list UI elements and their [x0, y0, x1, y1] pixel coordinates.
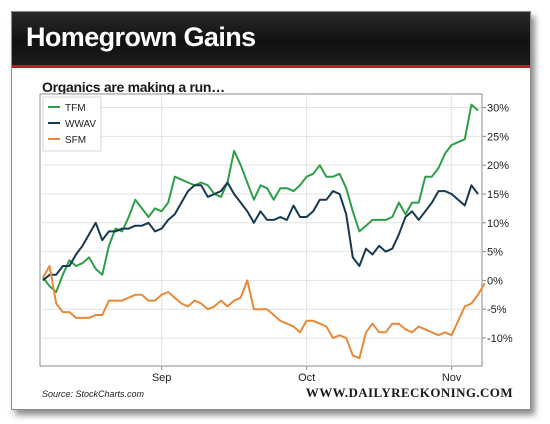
source-note: Source: StockCharts.com — [42, 389, 145, 399]
series-lines — [42, 103, 486, 360]
y-tick-label: 20% — [487, 160, 509, 172]
legend: TFM WWAV SFM — [42, 96, 102, 152]
chart-subtitle: Organics are making a run… — [42, 79, 225, 95]
plot-area — [39, 93, 483, 367]
y-tick-label: 30% — [487, 103, 509, 115]
y-tick-label: 10% — [487, 218, 509, 230]
chart-svg: 30% 25% 20% 15% 10% 5% 0% -5% -10% Sep Oct Nov TFM W… — [39, 93, 513, 384]
axis-labels: 30% 25% 20% 15% 10% 5% 0% -5% -10% Sep Oct Nov — [152, 103, 513, 384]
y-tick-label: -5% — [487, 304, 507, 316]
series-line-wwav — [42, 181, 479, 282]
y-tick-label: 0% — [487, 275, 503, 287]
legend-label-wwav: WWAV — [65, 119, 96, 130]
legend-label-sfm: SFM — [65, 135, 86, 146]
y-tick-label: -10% — [487, 333, 513, 345]
legend-label-tfm: TFM — [65, 103, 86, 114]
series-line-sfm — [42, 265, 486, 360]
y-tick-label: 25% — [487, 131, 509, 143]
x-tick-label: Oct — [298, 372, 315, 384]
brand-url: WWW.DAILYRECKONING.COM — [305, 385, 513, 400]
grid-lines — [40, 94, 482, 366]
y-tick-label: 5% — [487, 247, 503, 259]
chart-title: Homegrown Gains — [26, 22, 256, 52]
series-line-tfm — [42, 103, 479, 293]
x-tick-label: Sep — [152, 372, 172, 384]
title-bar: Homegrown Gains — [12, 12, 530, 68]
y-tick-label: 15% — [487, 189, 509, 201]
x-tick-label: Nov — [442, 372, 462, 384]
chart-frame: Homegrown Gains Organics are making a ru… — [11, 11, 531, 410]
